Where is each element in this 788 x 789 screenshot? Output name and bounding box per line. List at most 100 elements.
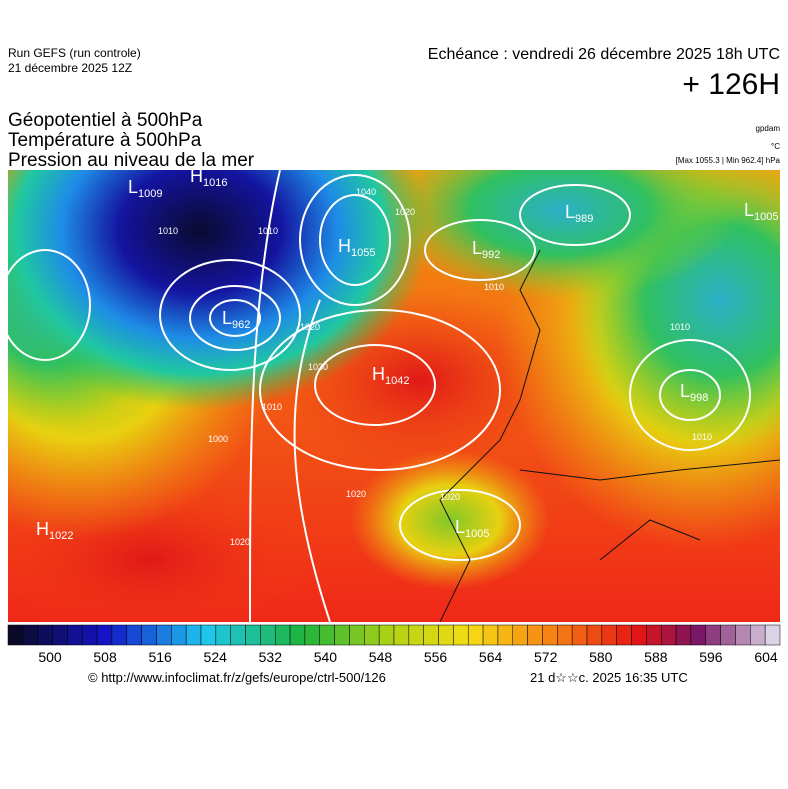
colorbar-cell [453, 624, 469, 646]
colorbar-cell [467, 624, 484, 646]
layer: Pression au niveau de la mer [8, 150, 255, 171]
center-value: 998 [690, 392, 708, 404]
isobar-label: 1020 [300, 322, 320, 332]
isobar-label: 1020 [395, 207, 415, 217]
colorbar-cell [126, 624, 142, 646]
colorbar-cell [586, 624, 603, 646]
center-kind: H [36, 519, 49, 539]
generated: 21 d☆☆c. 2025 16:35 UTC [530, 670, 688, 685]
colorbar-cell [542, 624, 558, 646]
pressure-center: H1042 [372, 364, 409, 387]
center-kind: L [222, 308, 232, 328]
colorbar-cell [81, 624, 98, 646]
colorbar-cell [660, 624, 677, 646]
colorbar-cell [141, 624, 157, 646]
colorbar-label: 596 [699, 649, 723, 665]
pressure-center: H1022 [36, 519, 73, 542]
colorbar-label: 604 [754, 649, 778, 665]
colorbar-cell [245, 624, 261, 646]
colorbar-cell [230, 624, 246, 646]
isobar-label: 1010 [258, 226, 278, 236]
pressure-center: L992 [472, 238, 500, 261]
colorbar-cell [675, 624, 692, 646]
colorbar-cell [319, 624, 335, 646]
colorbar-cell [764, 624, 781, 646]
colorbar-label: 588 [644, 649, 668, 665]
layer: Température à 500hPa [8, 130, 202, 151]
isobar-label: 1010 [262, 402, 282, 412]
colorbar-cell [334, 624, 350, 646]
colorbar-cell [52, 624, 68, 646]
colorbar-cell [185, 624, 202, 646]
colorbar-cell [631, 624, 647, 646]
colorbar-cell [616, 624, 632, 646]
colorbar-cell [423, 624, 439, 646]
isobar-label: 1010 [484, 282, 504, 292]
colorbar-cell [527, 624, 543, 646]
isobar-label: 1010 [670, 322, 690, 332]
unit: °C [771, 142, 780, 151]
isobar-label: 1000 [208, 434, 228, 444]
run: Run GEFS (run controle) [8, 46, 141, 60]
colorbar-cell [393, 624, 410, 646]
run-date: 21 décembre 2025 12Z [8, 61, 133, 75]
center-kind: L [472, 238, 482, 258]
isobar-label: 1020 [346, 489, 366, 499]
colorbar-label: 516 [148, 649, 172, 665]
layer: Géopotentiel à 500hPa [8, 110, 203, 131]
colorbar-label: 548 [369, 649, 393, 665]
pressure-center: L989 [565, 202, 593, 225]
valid-time: Echéance : vendredi 26 décembre 2025 18h… [427, 46, 780, 63]
colorbar-label: 580 [589, 649, 613, 665]
colorbar-cell [274, 624, 291, 646]
colorbar-cell [349, 624, 365, 646]
colorbar-cell [571, 624, 588, 646]
pressure-center: L1009 [128, 177, 163, 200]
isobar-label: 1030 [308, 362, 328, 372]
colorbar-cell [646, 624, 662, 646]
center-kind: H [338, 236, 351, 256]
center-kind: L [455, 517, 465, 537]
colorbar-cell [111, 624, 128, 646]
colorbar-cell [304, 624, 321, 646]
colorbar-cell [215, 624, 231, 646]
colorbar-label: 524 [204, 649, 228, 665]
pressure-center: L1005 [744, 200, 779, 223]
colorbar-cell [156, 624, 172, 646]
colorbar-cell [512, 624, 528, 646]
center-value: 1016 [203, 177, 227, 189]
center-value: 992 [482, 249, 500, 261]
pressure-center: L1005 [455, 517, 490, 540]
colorbar-cell [720, 624, 736, 646]
center-value: 1055 [351, 247, 375, 259]
center-kind: H [372, 364, 385, 384]
pressure-center: L998 [680, 381, 708, 404]
pressure-center: H1055 [338, 236, 375, 259]
center-value: 962 [232, 319, 250, 331]
isobar-label: 1020 [440, 492, 460, 502]
colorbar-cell [364, 624, 380, 646]
colorbar-label: 500 [38, 649, 62, 665]
center-value: 1009 [138, 188, 162, 200]
center-value: 1005 [754, 211, 778, 223]
colorbar-cell [96, 624, 113, 646]
colorbar-cell [260, 624, 276, 646]
center-value: 1005 [465, 528, 489, 540]
colorbar-cell [750, 624, 766, 646]
center-kind: H [190, 166, 203, 186]
center-kind: L [128, 177, 138, 197]
center-kind: L [744, 200, 754, 220]
unit: gpdam [755, 124, 780, 133]
colorbar-cell [601, 624, 617, 646]
colorbar-cell [482, 624, 499, 646]
colorbar-cell [735, 624, 751, 646]
colorbar-cell [705, 624, 721, 646]
isobar-label: 1040 [356, 187, 376, 197]
colorbar-label: 532 [259, 649, 283, 665]
center-kind: L [565, 202, 575, 222]
colorbar-cell [557, 624, 573, 646]
lead-time: + 126H [682, 68, 780, 101]
colorbar-cell [37, 624, 53, 646]
